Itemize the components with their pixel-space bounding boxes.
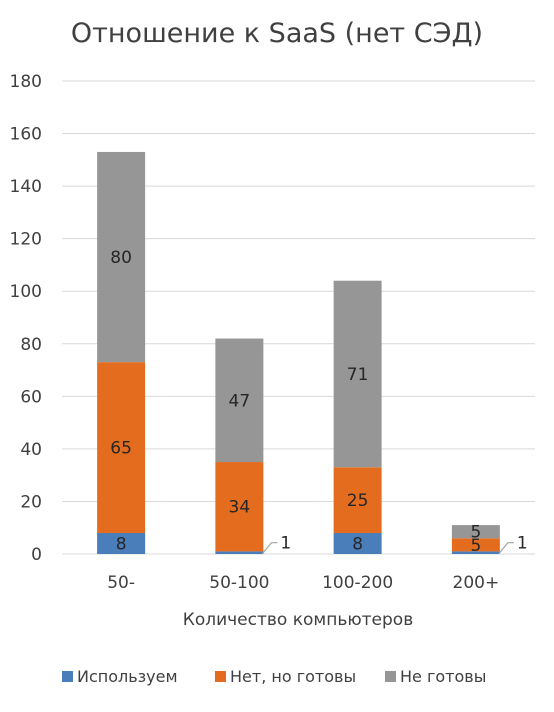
- y-axis-ticks: 0 20 40 60 80 100 120 140 160 180: [10, 72, 42, 565]
- legend-label: Не готовы: [400, 667, 486, 686]
- y-tick-label: 140: [10, 177, 42, 197]
- bar-segment: [97, 532, 146, 554]
- y-tick-label: 120: [10, 230, 42, 250]
- y-tick-label: 180: [10, 72, 42, 92]
- bar-segment: [215, 462, 264, 552]
- bar-segment: [451, 538, 500, 552]
- data-label: 47: [229, 391, 251, 411]
- data-label: 34: [229, 498, 251, 518]
- y-tick-label: 60: [20, 387, 42, 407]
- legend-label: Нет, но готовы: [230, 667, 356, 686]
- bar-segment: [97, 151, 146, 363]
- data-label: 8: [116, 534, 127, 554]
- data-label: 71: [347, 365, 369, 385]
- bars: [97, 151, 500, 554]
- y-tick-label: 40: [20, 440, 42, 460]
- y-tick-label: 0: [31, 545, 42, 565]
- x-tick-label: 200+: [453, 573, 500, 593]
- bar-segment: [97, 362, 146, 533]
- bar-segment: [215, 551, 264, 554]
- x-tick-label: 50-: [107, 573, 135, 593]
- legend: Используем Нет, но готовы Не готовы: [62, 667, 486, 686]
- x-tick-label: 50-100: [209, 573, 269, 593]
- legend-item: Используем: [62, 667, 178, 686]
- data-label: 5: [470, 536, 481, 556]
- data-label: 8: [352, 534, 363, 554]
- bar-segment: [333, 467, 382, 533]
- y-tick-label: 160: [10, 125, 42, 145]
- data-label-leader: [498, 542, 514, 555]
- data-label: 1: [517, 534, 528, 554]
- x-tick-label: 100-200: [322, 573, 393, 593]
- data-label: 65: [110, 439, 132, 459]
- legend-item: Не готовы: [385, 667, 486, 686]
- data-label: 25: [347, 491, 369, 511]
- bar-segment: [215, 338, 264, 463]
- data-labels: 8 65 80 1 34 47 8 25 71 1 55: [110, 248, 527, 556]
- x-axis-ticks: 50- 50-100 100-200 200+: [107, 573, 499, 593]
- chart-title: Отношение к SaaS (нет СЭД): [71, 18, 483, 49]
- legend-item: Нет, но готовы: [215, 667, 356, 686]
- y-tick-label: 80: [20, 335, 42, 355]
- legend-swatch: [62, 671, 73, 682]
- bar-segment: [333, 280, 382, 468]
- legend-swatch: [385, 671, 396, 682]
- data-label-leader: [261, 542, 278, 555]
- y-tick-label: 20: [20, 492, 42, 512]
- data-label: 80: [110, 248, 132, 268]
- legend-swatch: [215, 671, 226, 682]
- x-axis-title: Количество компьютеров: [183, 610, 413, 630]
- bar-segment: [451, 525, 500, 539]
- bar-segment: [451, 551, 500, 554]
- data-label: 5: [470, 523, 481, 543]
- data-label: 1: [280, 534, 291, 554]
- bar-segment: [333, 532, 382, 554]
- y-tick-label: 100: [10, 282, 42, 302]
- legend-label: Используем: [77, 667, 178, 686]
